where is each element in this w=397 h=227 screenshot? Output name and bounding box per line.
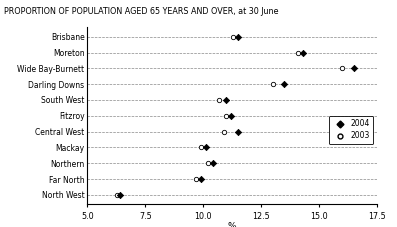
Point (230, 35, 237, 39)
Point (223, 98, 229, 102)
Point (295, 51, 301, 54)
Point (223, 114, 229, 118)
Point (216, 98, 223, 102)
Point (235, 130, 241, 133)
Point (117, 193, 123, 197)
Point (193, 177, 199, 181)
Point (202, 146, 209, 149)
Point (300, 51, 306, 54)
Point (281, 82, 287, 86)
Point (351, 67, 357, 70)
Point (221, 130, 227, 133)
Legend: 2004, 2003: 2004, 2003 (329, 116, 373, 144)
Point (205, 161, 211, 165)
Point (209, 161, 216, 165)
X-axis label: %: % (228, 222, 237, 227)
Point (114, 193, 121, 197)
Point (235, 35, 241, 39)
Point (339, 67, 345, 70)
Point (270, 82, 276, 86)
Text: PROPORTION OF POPULATION AGED 65 YEARS AND OVER, at 30 June: PROPORTION OF POPULATION AGED 65 YEARS A… (4, 7, 278, 16)
Point (198, 177, 204, 181)
Point (198, 146, 204, 149)
Point (228, 114, 234, 118)
